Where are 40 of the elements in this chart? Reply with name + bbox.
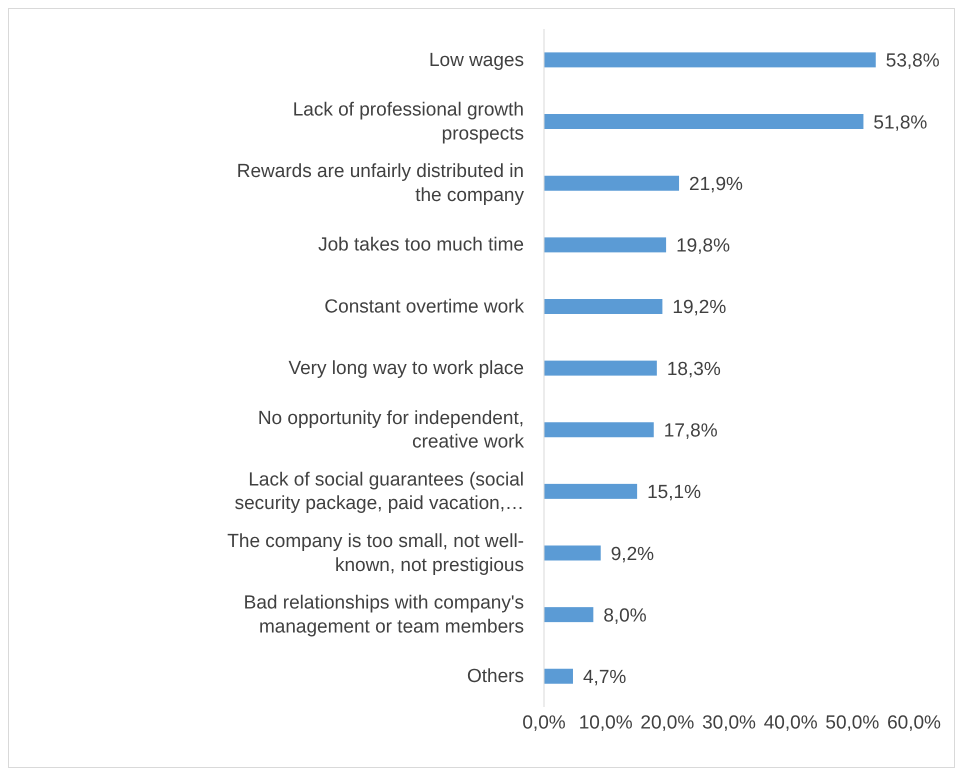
y-tick-label: Low wages bbox=[428, 49, 524, 70]
y-tick-label: Lack of social guarantees (social security package, paid vacation,… bbox=[234, 468, 524, 514]
data-label: 17,8% bbox=[664, 420, 718, 442]
data-label: 51,8% bbox=[873, 112, 928, 134]
x-tick-label: 0,0% bbox=[522, 712, 566, 734]
data-label: 53,8% bbox=[886, 50, 940, 72]
x-tick-label: 10,0% bbox=[578, 712, 633, 734]
y-tick-label: Lack of professional growth prospects bbox=[292, 99, 524, 144]
bar bbox=[544, 298, 662, 314]
x-tick-label: 20,0% bbox=[640, 712, 694, 734]
y-tick-label: Job takes too much time bbox=[318, 234, 524, 256]
bar bbox=[544, 546, 601, 561]
data-label: 8,0% bbox=[603, 605, 647, 626]
bar bbox=[544, 607, 594, 622]
x-tick-label: 30,0% bbox=[702, 712, 756, 734]
y-tick-label: Rewards are unfairly distributed in the company bbox=[236, 160, 524, 206]
bar bbox=[544, 422, 654, 438]
bar bbox=[544, 52, 876, 68]
y-tick-label: Constant overtime work bbox=[324, 296, 524, 317]
bar bbox=[544, 114, 864, 130]
bar bbox=[544, 668, 573, 684]
data-label: 19,2% bbox=[672, 297, 726, 318]
data-label: 4,7% bbox=[582, 667, 626, 688]
bar bbox=[544, 484, 638, 499]
data-label: 15,1% bbox=[647, 482, 702, 504]
x-tick-label: 40,0% bbox=[764, 712, 818, 734]
data-label: 9,2% bbox=[610, 544, 654, 565]
y-tick-label: Others bbox=[466, 666, 524, 687]
data-label: 19,8% bbox=[676, 236, 730, 257]
y-tick-label: Bad relationships with company's management or team members bbox=[244, 592, 524, 637]
data-label: 21,9% bbox=[689, 174, 744, 195]
y-tick-label: Very long way to work place bbox=[288, 358, 524, 378]
bar bbox=[544, 360, 657, 376]
x-tick-label: 60,0% bbox=[887, 712, 942, 734]
x-tick-label: 50,0% bbox=[825, 712, 880, 734]
bar bbox=[544, 237, 666, 252]
y-tick-label: No opportunity for independent, creative work bbox=[258, 407, 524, 452]
bar bbox=[544, 176, 680, 191]
data-label: 18,3% bbox=[666, 358, 721, 380]
y-tick-label: The company is too small, not well-known, not prestigious bbox=[227, 530, 524, 576]
